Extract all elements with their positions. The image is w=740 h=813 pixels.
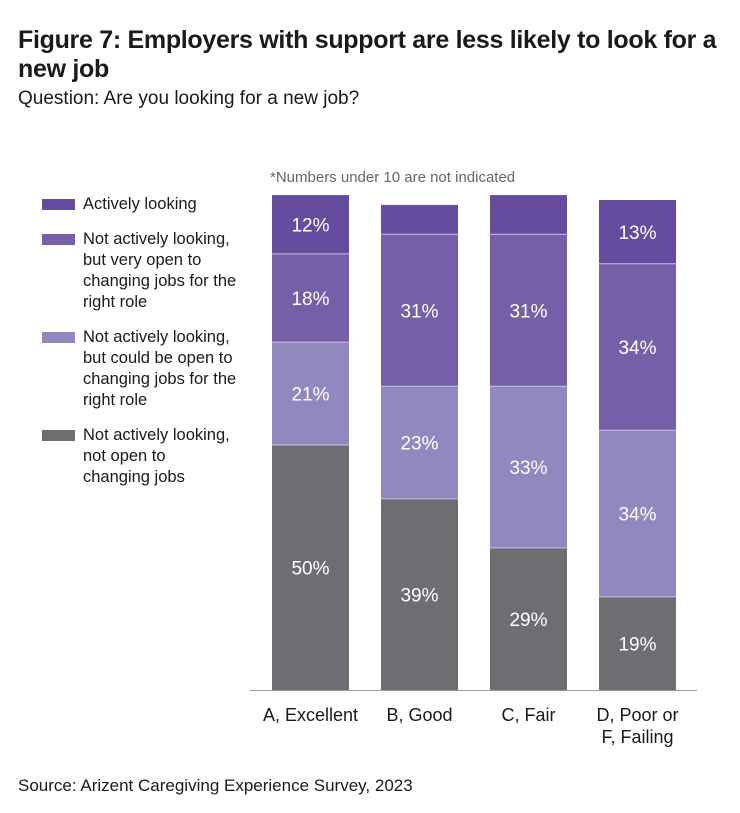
bar-segment xyxy=(599,263,676,431)
data-label: 34% xyxy=(618,338,656,359)
data-label: 31% xyxy=(400,301,438,322)
legend-label: Not actively looking, but could be open … xyxy=(83,328,237,409)
legend-label: Actively looking xyxy=(83,195,197,213)
bar-segment xyxy=(599,430,676,597)
legend-item-not-open: Not actively looking, not open to changi… xyxy=(42,425,262,488)
bar-segment xyxy=(599,200,676,264)
bar-segment xyxy=(599,596,676,690)
bar-group: 50% 21% 18% 12% xyxy=(272,195,349,690)
bar-group: 19% 34% 34% 13% xyxy=(599,200,676,690)
legend-swatch xyxy=(42,332,75,343)
data-label: 21% xyxy=(291,385,329,406)
data-label: 29% xyxy=(509,610,547,631)
source-note: Source: Arizent Caregiving Experience Su… xyxy=(18,776,413,795)
bar-segment xyxy=(381,498,458,690)
legend-label: Not actively looking, not open to changi… xyxy=(83,426,230,486)
x-tick-label-line: D, Poor or xyxy=(596,705,679,725)
bar-group: 29% 33% 31% xyxy=(490,195,567,690)
x-tick-label-line: C, Fair xyxy=(501,705,556,725)
data-label: 13% xyxy=(618,223,656,244)
data-label: 50% xyxy=(291,559,329,580)
data-label: 39% xyxy=(400,585,438,606)
x-tick-label-line: A, Excellent xyxy=(262,705,359,725)
x-tick-label-line: B, Good xyxy=(386,705,453,725)
chart-title: Figure 7: Employers with support are les… xyxy=(18,26,717,83)
x-tick-label: C, Fair xyxy=(464,704,594,726)
legend-item-very-open: Not actively looking, but very open to c… xyxy=(42,229,262,313)
bar-segment xyxy=(272,445,349,690)
bar-segment xyxy=(272,195,349,254)
data-label: 33% xyxy=(509,458,547,479)
data-label: 18% xyxy=(291,289,329,310)
data-label: 19% xyxy=(618,634,656,655)
bar-segment xyxy=(381,204,458,235)
chart-note: *Numbers under 10 are not indicated xyxy=(270,169,516,186)
bar-segment xyxy=(381,386,458,499)
bar-segment xyxy=(381,234,458,387)
x-tick-label-line: F, Failing xyxy=(601,727,674,747)
legend-swatch xyxy=(42,199,75,210)
legend: Actively looking Not actively looking, b… xyxy=(42,194,262,502)
bar-segment xyxy=(490,386,567,548)
chart-subtitle: Question: Are you looking for a new job? xyxy=(18,88,360,109)
bar-segment xyxy=(272,342,349,445)
bar-segment xyxy=(490,234,567,387)
bar-segment xyxy=(490,547,567,690)
data-label: 23% xyxy=(400,434,438,455)
x-tick-label: B, Good xyxy=(355,704,485,726)
data-label: 31% xyxy=(509,301,547,322)
bar-group: 39% 23% 31% xyxy=(381,204,458,690)
legend-swatch xyxy=(42,234,75,245)
legend-label: Not actively looking, but very open to c… xyxy=(83,230,237,311)
x-tick-label: A, Excellent xyxy=(246,704,376,726)
data-label: 34% xyxy=(618,505,656,526)
data-label: 12% xyxy=(291,216,329,237)
x-tick-label: D, Poor or F, Failing xyxy=(573,704,703,748)
legend-item-actively-looking: Actively looking xyxy=(42,194,262,215)
legend-item-could-be-open: Not actively looking, but could be open … xyxy=(42,327,262,411)
bar-segment xyxy=(490,195,567,235)
legend-swatch xyxy=(42,430,75,441)
bar-segment xyxy=(272,253,349,343)
